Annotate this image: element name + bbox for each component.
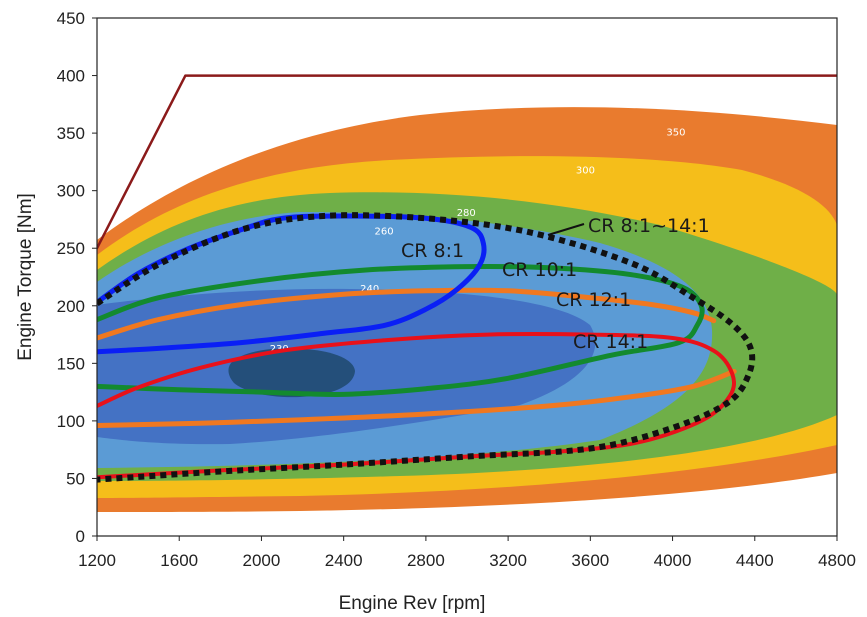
- y-tick-label-50: 50: [66, 469, 85, 488]
- series-layer: [97, 74, 837, 483]
- y-tick-label-250: 250: [57, 239, 85, 258]
- series-cr-12-lower-line: [97, 368, 737, 428]
- x-tick-label-1200: 1200: [78, 551, 116, 570]
- plot-frame: [96, 17, 838, 537]
- x-tick-label-4400: 4400: [736, 551, 774, 570]
- x-tick-label-3600: 3600: [571, 551, 609, 570]
- bsfc-band-230: [228, 348, 355, 398]
- contour-label-240: 240: [360, 284, 379, 295]
- series-cr-range-line: [97, 212, 756, 483]
- x-tick-label-4000: 4000: [654, 551, 692, 570]
- contour-label-350: 350: [666, 127, 685, 138]
- label-cr-8: CR 8:1: [401, 240, 464, 262]
- cr-range-pointer: [547, 223, 585, 236]
- series-cr-10-line: [97, 263, 705, 398]
- x-tick-label-2400: 2400: [325, 551, 363, 570]
- y-axis-ticks: 0 50 100 150 200 250 300 350 400 450: [57, 9, 97, 546]
- contour-label-260: 260: [375, 226, 394, 237]
- x-axis-ticks: 1200 1600 2000 2400 2800 3200 3600 4000 4400 4800: [78, 536, 856, 570]
- series-max-torque-line: [97, 74, 837, 250]
- y-tick-label-450: 450: [57, 9, 85, 28]
- x-axis-title: Engine Rev [rpm]: [339, 593, 486, 614]
- x-tick-label-1600: 1600: [160, 551, 198, 570]
- contour-label-300: 300: [576, 165, 595, 176]
- label-cr-10: CR 10:1: [502, 259, 577, 281]
- contour-label-280: 280: [457, 208, 476, 219]
- label-cr-range: CR 8:1~14:1: [588, 215, 710, 237]
- series-cr-12-line: [97, 287, 717, 341]
- label-cr-14: CR 14:1: [573, 331, 648, 353]
- x-tick-label-3200: 3200: [489, 551, 527, 570]
- y-axis-title: Engine Torque [Nm]: [15, 193, 36, 361]
- series-cr-8-line: [97, 213, 487, 355]
- y-tick-label-100: 100: [57, 412, 85, 431]
- x-tick-label-4800: 4800: [818, 551, 856, 570]
- y-tick-label-300: 300: [57, 182, 85, 201]
- label-cr-12: CR 12:1: [556, 289, 631, 311]
- x-tick-label-2800: 2800: [407, 551, 445, 570]
- y-tick-label-200: 200: [57, 297, 85, 316]
- series-cr-14-line: [97, 331, 736, 480]
- curve-labels: CR 8:1 CR 10:1 CR 12:1 CR 14:1 CR 8:1~14…: [401, 215, 710, 353]
- y-tick-label-0: 0: [76, 527, 85, 546]
- x-tick-label-2000: 2000: [243, 551, 281, 570]
- y-tick-label-350: 350: [57, 124, 85, 143]
- y-tick-label-150: 150: [57, 354, 85, 373]
- y-tick-label-400: 400: [57, 67, 85, 86]
